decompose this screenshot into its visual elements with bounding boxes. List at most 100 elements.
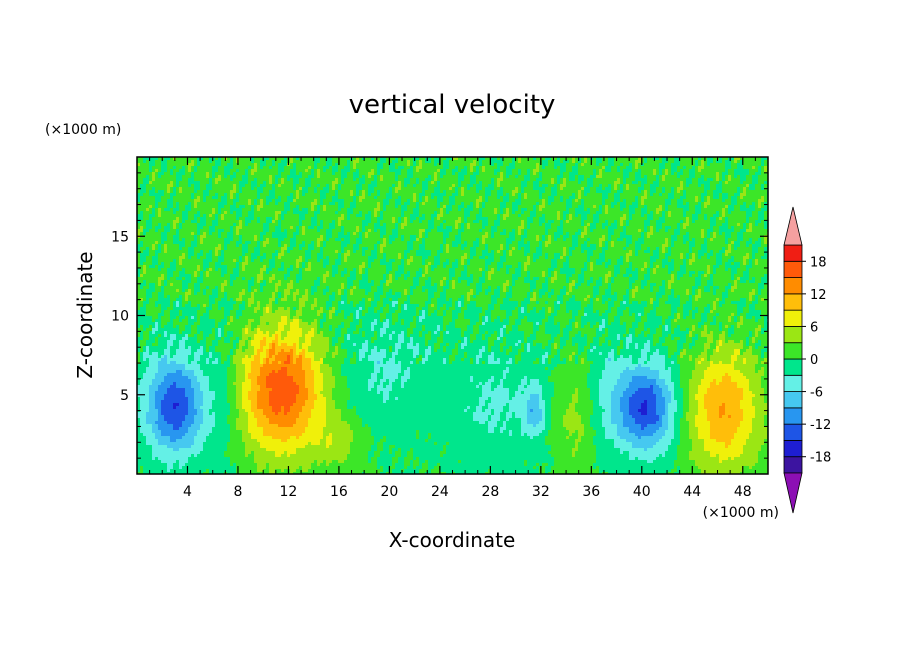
field-cell xyxy=(425,169,429,173)
field-cell xyxy=(227,211,231,215)
field-cell xyxy=(716,199,720,203)
field-cell xyxy=(617,217,621,221)
field-cell xyxy=(287,211,291,215)
field-cell xyxy=(455,178,459,182)
field-cell xyxy=(407,196,411,200)
field-cell xyxy=(206,214,210,218)
field-cell xyxy=(521,169,525,173)
field-cell xyxy=(542,169,546,173)
field-cell xyxy=(398,223,402,227)
field-cell xyxy=(173,199,177,203)
field-cell xyxy=(650,220,654,224)
field-cell xyxy=(494,199,498,203)
field-cell xyxy=(554,217,558,221)
field-cell xyxy=(524,223,528,227)
field-cell xyxy=(239,220,243,224)
field-cell xyxy=(239,172,243,176)
field-cell xyxy=(716,220,720,224)
field-cell xyxy=(230,166,234,170)
field-cell xyxy=(719,160,723,164)
field-cell xyxy=(674,187,678,191)
field-cell xyxy=(665,163,669,167)
field-cell xyxy=(725,196,729,200)
field-cell xyxy=(605,187,609,191)
field-cell xyxy=(704,181,708,185)
field-cell xyxy=(659,169,663,173)
field-cell xyxy=(491,175,495,179)
field-cell xyxy=(512,223,516,227)
field-cell xyxy=(605,175,609,179)
field-cell xyxy=(677,223,681,227)
field-cell xyxy=(428,169,432,173)
field-cell xyxy=(641,214,645,218)
field-cell xyxy=(440,184,444,188)
field-cell xyxy=(305,181,309,185)
field-cell xyxy=(236,208,240,212)
field-cell xyxy=(284,196,288,200)
field-cell xyxy=(437,217,441,221)
field-cell xyxy=(341,226,345,230)
field-cell xyxy=(578,187,582,191)
field-cell xyxy=(506,208,510,212)
field-cell xyxy=(587,205,591,209)
field-cell xyxy=(242,172,246,176)
field-cell xyxy=(245,217,249,221)
field-cell xyxy=(314,166,318,170)
field-cell xyxy=(434,163,438,167)
field-cell xyxy=(584,202,588,206)
field-cell xyxy=(515,166,519,170)
field-cell xyxy=(482,223,486,227)
field-cell xyxy=(575,214,579,218)
field-cell xyxy=(299,205,303,209)
field-cell xyxy=(587,175,591,179)
field-cell xyxy=(155,169,159,173)
field-cell xyxy=(317,190,321,194)
field-cell xyxy=(209,172,213,176)
field-cell xyxy=(737,166,741,170)
field-cell xyxy=(257,160,261,164)
field-cell xyxy=(560,223,564,227)
field-cell xyxy=(164,214,168,218)
field-cell xyxy=(731,208,735,212)
field-cell xyxy=(248,211,252,215)
field-cell xyxy=(461,217,465,221)
field-cell xyxy=(455,190,459,194)
field-cell xyxy=(395,217,399,221)
field-cell xyxy=(146,199,150,203)
field-cell xyxy=(284,181,288,185)
field-cell xyxy=(713,181,717,185)
field-cell xyxy=(281,199,285,203)
field-cell xyxy=(263,172,267,176)
field-cell xyxy=(395,190,399,194)
field-cell xyxy=(410,211,414,215)
field-cell xyxy=(674,163,678,167)
field-cell xyxy=(329,178,333,182)
field-cell xyxy=(236,211,240,215)
field-cell xyxy=(419,193,423,197)
field-cell xyxy=(647,205,651,209)
field-cell xyxy=(320,181,324,185)
field-cell xyxy=(182,220,186,224)
field-cell xyxy=(416,175,420,179)
field-cell xyxy=(449,187,453,191)
field-cell xyxy=(395,214,399,218)
field-cell xyxy=(260,166,264,170)
field-cell xyxy=(638,211,642,215)
field-cell xyxy=(287,223,291,227)
field-cell xyxy=(668,187,672,191)
field-cell xyxy=(191,226,195,230)
field-cell xyxy=(470,223,474,227)
field-cell xyxy=(734,187,738,191)
field-cell xyxy=(224,193,228,197)
field-cell xyxy=(200,208,204,212)
field-cell xyxy=(149,217,153,221)
field-cell xyxy=(758,196,762,200)
field-cell xyxy=(548,175,552,179)
field-cell xyxy=(689,205,693,209)
field-cell xyxy=(617,220,621,224)
field-cell xyxy=(599,175,603,179)
field-cell xyxy=(359,181,363,185)
field-cell xyxy=(467,217,471,221)
field-cell xyxy=(539,223,543,227)
field-cell xyxy=(710,172,714,176)
